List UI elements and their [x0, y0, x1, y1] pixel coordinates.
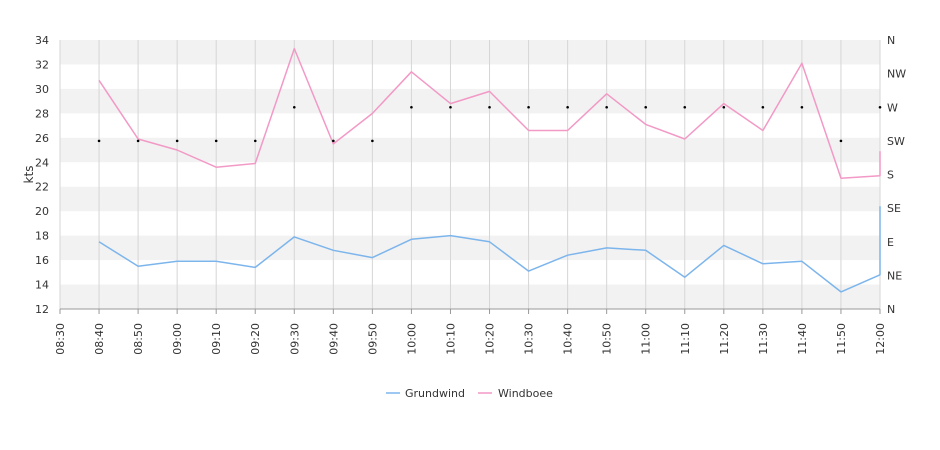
direction-tick-label: NE: [887, 269, 902, 282]
x-tick-label: 12:00: [874, 323, 887, 355]
y-tick-label: 26: [35, 132, 49, 145]
direction-tick-label: W: [887, 101, 898, 114]
x-tick-label: 10:40: [562, 323, 575, 355]
legend-label-grundwind: Grundwind: [405, 387, 465, 400]
direction-tick-label: S: [887, 169, 894, 182]
direction-point: [566, 105, 569, 109]
direction-point: [214, 139, 218, 143]
direction-point: [410, 105, 413, 109]
direction-tick-label: NW: [887, 68, 906, 81]
direction-point: [488, 105, 491, 109]
grid-band: [60, 186, 880, 212]
x-tick-label: 08:30: [54, 323, 67, 355]
grid-band: [60, 40, 880, 65]
x-tick-label: 09:50: [366, 323, 379, 355]
x-tick-label: 09:10: [210, 323, 223, 355]
x-tick-label: 10:50: [601, 323, 614, 355]
x-tick-label: 08:50: [132, 323, 145, 355]
x-tick-label: 11:00: [640, 323, 653, 355]
y-tick-label: 18: [35, 230, 49, 243]
legend-label-windboee: Windboee: [498, 387, 553, 400]
y-tick-label: 24: [35, 156, 49, 169]
grid-band: [60, 137, 880, 163]
y-axis-ticks: 12 14 16 18 20 22 24 26 28 30 32 34: [35, 34, 49, 316]
direction-point: [175, 139, 179, 143]
series-line-grundwind: [98, 206, 881, 293]
legend-item-grundwind[interactable]: Grundwind: [386, 387, 465, 400]
direction-point: [683, 105, 687, 109]
y-tick-label: 34: [35, 34, 49, 47]
x-tick-label: 11:40: [796, 323, 809, 355]
x-tick-label: 09:30: [288, 323, 301, 355]
x-axis-ticks: 08:30 08:40 08:50 09:00 09:10 09:20 09:30 09:40…: [54, 309, 887, 355]
direction-tick-label: SW: [887, 135, 905, 148]
x-tick-label: 09:20: [249, 323, 262, 355]
direction-tick-label: SE: [887, 202, 901, 215]
legend[interactable]: Grundwind Windboee: [386, 387, 553, 400]
y-tick-label: 32: [35, 58, 49, 71]
direction-point: [136, 139, 140, 143]
y-tick-label: 28: [35, 107, 49, 120]
direction-point: [605, 105, 608, 109]
direction-point: [761, 105, 765, 109]
x-tick-label: 10:10: [444, 323, 457, 355]
y-tick-label: 16: [35, 254, 49, 267]
vertical-gridlines: [59, 40, 881, 310]
direction-point: [371, 139, 374, 143]
direction-tick-label: N: [887, 303, 895, 316]
x-tick-label: 10:30: [523, 323, 536, 355]
grid-band: [60, 235, 880, 261]
x-tick-label: 08:40: [93, 323, 106, 355]
y-tick-label: 20: [35, 205, 49, 218]
x-tick-label: 11:10: [679, 323, 692, 355]
direction-point: [527, 105, 530, 109]
x-tick-label: 09:40: [327, 323, 340, 355]
series-line-windboee: [98, 47, 881, 179]
direction-point: [97, 139, 101, 143]
x-tick-label: 10:20: [484, 323, 497, 355]
y-tick-label: 30: [35, 83, 49, 96]
series-lines: [98, 47, 881, 293]
direction-point: [722, 105, 726, 109]
x-tick-label: 09:00: [171, 323, 184, 355]
x-tick-label: 11:30: [757, 323, 770, 355]
x-tick-label: 10:00: [405, 323, 418, 355]
direction-tick-label: E: [887, 236, 894, 249]
y-tick-label: 14: [35, 279, 49, 292]
y-tick-label: 12: [35, 303, 49, 316]
x-tick-label: 11:50: [835, 323, 848, 355]
grid-band: [60, 284, 880, 309]
direction-point: [292, 105, 296, 109]
x-tick-label: 11:20: [718, 323, 731, 355]
direction-axis-ticks: N NE E SE S SW W NW N: [887, 34, 906, 316]
direction-point: [644, 105, 648, 109]
direction-points: [97, 105, 882, 143]
direction-point: [449, 105, 452, 109]
direction-point: [878, 105, 882, 109]
y-tick-label: 22: [35, 181, 49, 194]
legend-item-windboee[interactable]: Windboee: [478, 387, 553, 400]
direction-point: [800, 105, 804, 109]
direction-point: [332, 139, 335, 143]
direction-point: [253, 139, 257, 143]
grid-band: [60, 88, 880, 114]
horizontal-bands: [60, 40, 880, 309]
direction-tick-label: N: [887, 34, 895, 47]
y-axis-title: kts: [22, 166, 36, 184]
direction-point: [839, 139, 843, 143]
